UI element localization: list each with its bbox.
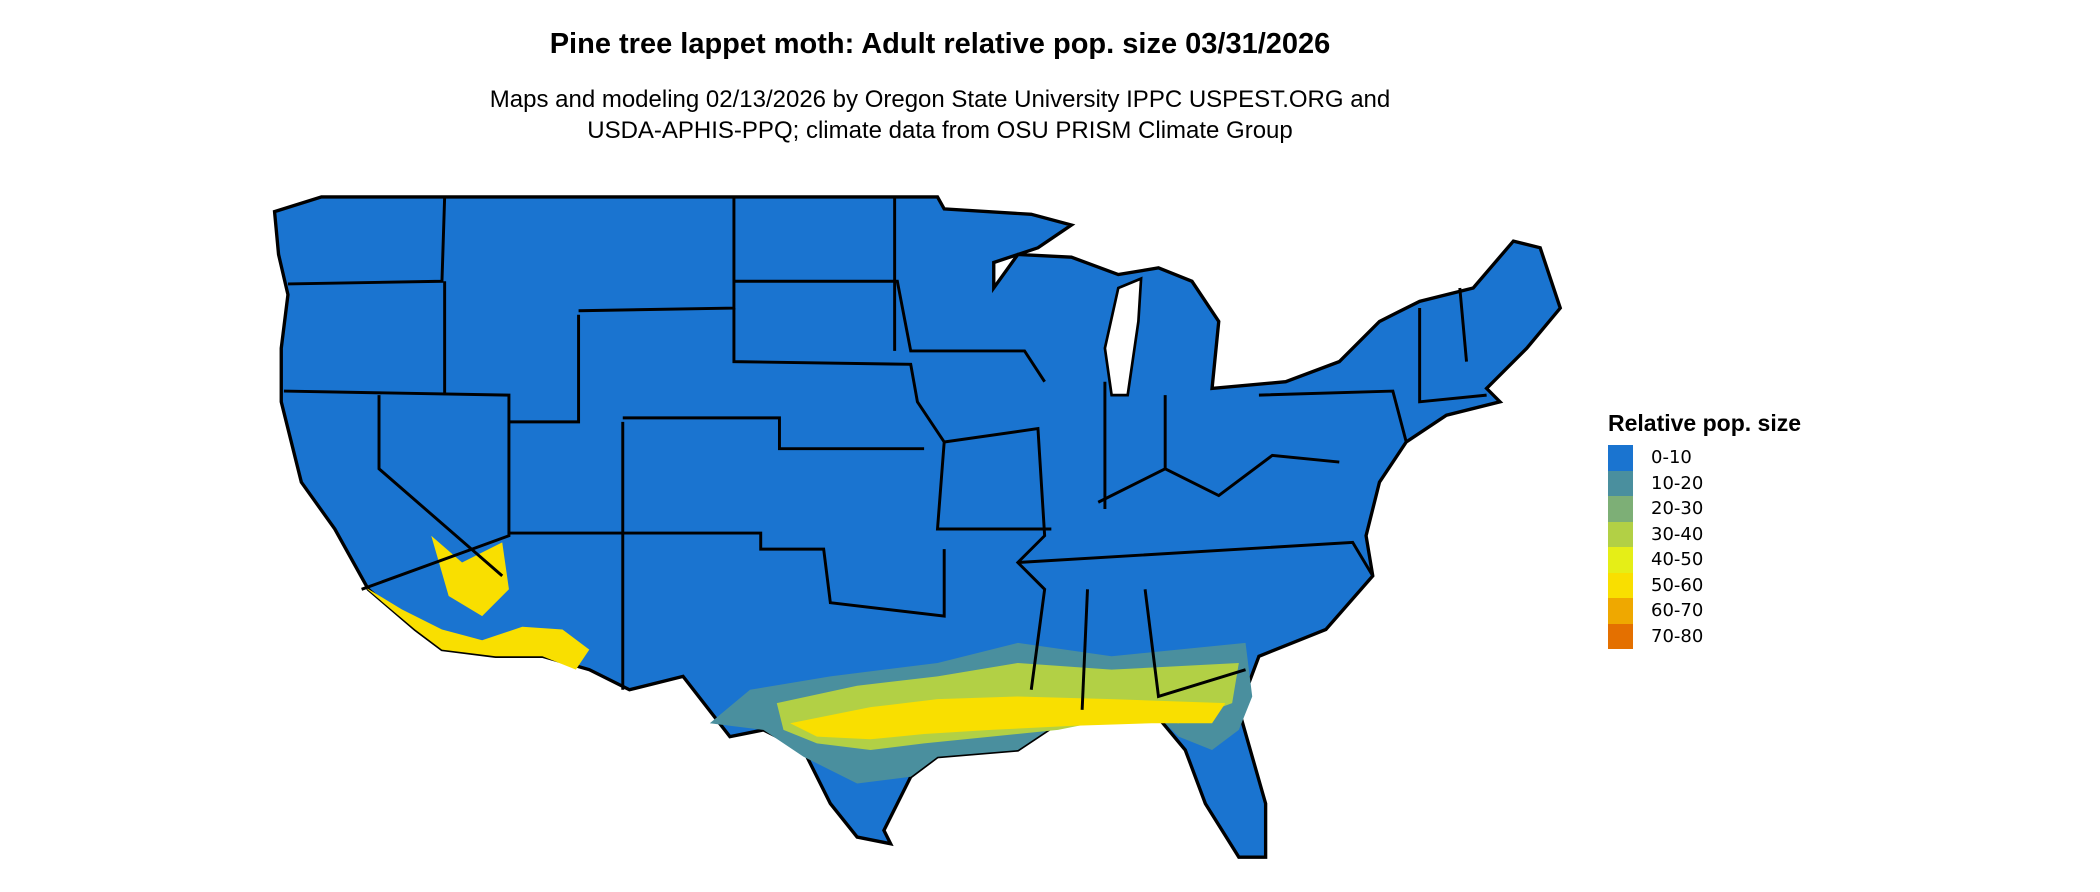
legend-item: 30-40 bbox=[1608, 521, 1801, 547]
legend-swatch bbox=[1608, 470, 1633, 496]
legend-label: 70-80 bbox=[1651, 625, 1704, 647]
legend-swatch bbox=[1608, 572, 1633, 598]
legend-item: 0-10 bbox=[1608, 445, 1801, 471]
legend-label: 20-30 bbox=[1651, 498, 1704, 520]
legend-swatch bbox=[1608, 445, 1633, 471]
suitability-overlays bbox=[364, 535, 1253, 784]
zone-sw-50-60 bbox=[364, 586, 590, 670]
legend-swatch bbox=[1608, 547, 1633, 573]
lake-michigan bbox=[1103, 276, 1143, 397]
zone-50-60 bbox=[790, 696, 1226, 740]
legend-swatch bbox=[1608, 623, 1633, 649]
legend-item: 70-80 bbox=[1608, 623, 1801, 649]
legend-label: 60-70 bbox=[1651, 600, 1704, 622]
legend-item: 10-20 bbox=[1608, 470, 1801, 496]
legend-title: Relative pop. size bbox=[1608, 410, 1802, 436]
legend-label: 50-60 bbox=[1651, 574, 1704, 596]
legend-item: 50-60 bbox=[1608, 572, 1801, 598]
legend-label: 0-10 bbox=[1651, 447, 1692, 469]
map-subtitle-line-2: USDA-APHIS-PPQ; climate data from OSU PR… bbox=[587, 117, 1293, 144]
map-subtitle-line-1: Maps and modeling 02/13/2026 by Oregon S… bbox=[489, 86, 1391, 113]
legend-label: 40-50 bbox=[1651, 549, 1704, 571]
legend-label: 10-20 bbox=[1651, 472, 1704, 494]
legend-swatch bbox=[1608, 496, 1633, 522]
legend-label: 30-40 bbox=[1651, 523, 1704, 545]
legend-swatch bbox=[1608, 521, 1633, 547]
legend-item: 20-30 bbox=[1608, 496, 1801, 522]
legend-item: 40-50 bbox=[1608, 547, 1801, 573]
legend: Relative pop. size 0-10 10-20 20-30 30-40 40… bbox=[1608, 410, 1801, 649]
map-title: Pine tree lappet moth: Adult relative po… bbox=[549, 28, 1331, 60]
legend-item: 60-70 bbox=[1608, 598, 1801, 624]
legend-swatch bbox=[1608, 598, 1633, 624]
state-borders bbox=[283, 196, 1487, 710]
